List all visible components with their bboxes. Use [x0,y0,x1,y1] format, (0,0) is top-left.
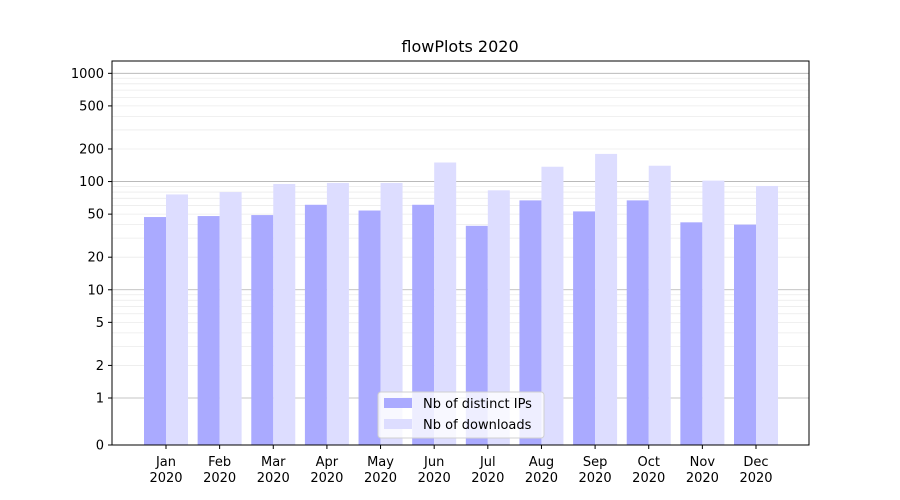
x-tick-label: Dec 2020 [739,455,772,486]
y-tick-label: 2 [96,359,104,374]
legend: Nb of distinct IPs Nb of downloads [377,391,545,439]
bar-distinct-ips [304,204,327,445]
x-tick-label: Feb 2020 [203,455,236,486]
bar-downloads [166,194,188,445]
x-axis: Jan 2020 Feb 2020 Mar 2020 Apr 2020 May 2020 Jun 20… [149,445,773,486]
y-tick-label: 500 [79,99,104,114]
bar-distinct-ips [251,215,274,445]
bar-downloads [541,166,564,445]
legend-swatch [384,419,412,429]
y-tick-label: 20 [87,251,104,266]
y-tick-label: 0 [96,439,104,454]
bar-downloads [273,183,296,446]
x-tick-label: Aug 2020 [525,455,558,486]
x-tick-label: Oct 2020 [632,455,665,486]
y-axis: 0 1 2 5 10 20 50 100 200 500 1000 [71,67,112,454]
y-tick-label: 200 [79,142,104,157]
bar-downloads [219,192,242,445]
bar-distinct-ips [144,217,166,445]
legend-swatch [384,398,412,408]
bar-downloads [756,185,778,445]
bar-distinct-ips [412,204,435,445]
bar-distinct-ips [680,222,703,445]
bar-downloads [380,182,403,445]
x-tick-label: Mar 2020 [257,455,290,486]
bar-downloads [326,182,349,445]
bar-distinct-ips [197,216,220,445]
y-tick-label: 100 [79,175,104,190]
y-tick-label: 5 [96,316,104,331]
x-tick-label: Jan 2020 [149,455,182,486]
y-tick-label: 1000 [71,67,104,82]
x-tick-label: Apr 2020 [310,455,343,486]
y-tick-label: 50 [87,208,104,223]
bar-distinct-ips [626,200,649,445]
bar-distinct-ips [519,200,542,445]
bar-downloads [702,180,725,445]
bar-downloads [487,190,510,445]
bar-downloads [595,153,618,446]
legend-label: Nb of downloads [423,418,532,433]
x-tick-label: Jul 2020 [471,455,504,486]
x-tick-label: Nov 2020 [686,455,719,486]
x-tick-label: May 2020 [364,455,397,486]
bars [144,153,778,446]
bar-distinct-ips [573,211,596,445]
y-tick-label: 10 [87,283,104,298]
y-tick-label: 1 [96,391,104,406]
bar-downloads [648,165,671,446]
bar-distinct-ips [734,224,756,445]
bar-downloads [434,162,457,445]
bar-distinct-ips [465,225,488,445]
bar-distinct-ips [358,210,381,445]
plot-frame [111,60,810,446]
legend-box [377,391,545,439]
x-tick-label: Jun 2020 [418,455,451,486]
legend-label: Nb of distinct IPs [423,397,532,412]
chart-title: flowPlots 2020 [401,37,518,56]
x-tick-label: Sep 2020 [579,455,612,486]
